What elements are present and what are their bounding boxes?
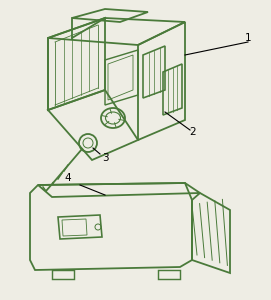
Text: 1: 1 xyxy=(245,33,251,43)
Text: 2: 2 xyxy=(190,127,196,137)
Text: 3: 3 xyxy=(102,153,108,163)
Text: 4: 4 xyxy=(65,173,71,183)
